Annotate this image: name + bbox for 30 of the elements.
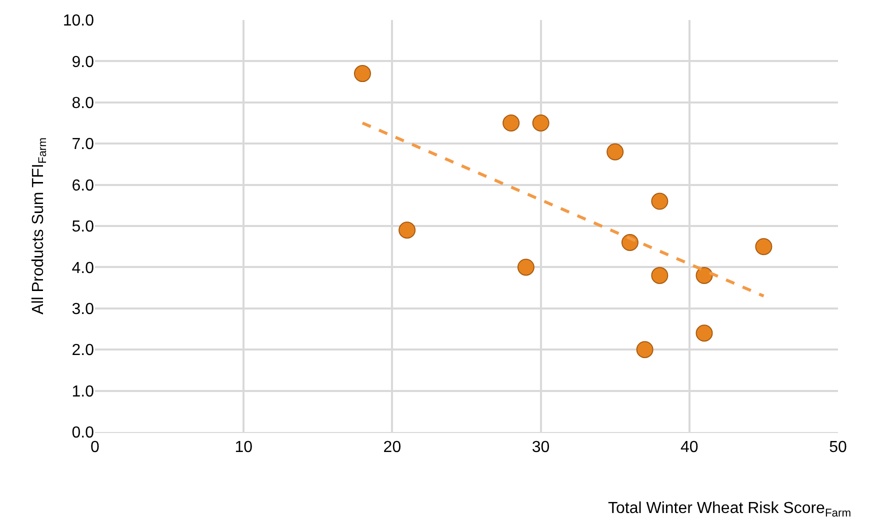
point [354,65,371,82]
point [398,222,416,239]
y-tick-label: 3.0 [72,301,94,318]
x-axis-title: Total Winter Wheat Risk Score$_{Farm}$ [608,500,852,520]
point [532,114,550,132]
y-tick-label: 2.0 [72,342,94,360]
y-tick-label: 4.0 [72,260,94,277]
point [636,341,654,358]
x-tick-label: 40 [680,439,698,456]
point [502,114,520,132]
x-tick-label: 0 [90,439,100,456]
point [517,258,534,276]
x-tick-label: 20 [383,439,402,456]
x-tick-label: 50 [829,439,847,456]
x-tick-label: 30 [532,439,550,456]
point [696,266,713,284]
point [606,143,624,160]
y-tick-label: 8.0 [72,95,94,112]
point [755,238,772,256]
y-tick-label: 9.0 [72,54,94,71]
y-tick-label: 5.0 [72,218,94,236]
x-tick-label: 10 [234,439,253,456]
point [651,192,668,210]
y-tick-label: 0.0 [72,424,94,442]
y-tick-label: 1.0 [72,383,94,400]
point [696,324,713,342]
point [651,266,668,284]
y-tick-label: 6.0 [72,177,94,194]
y-tick-label: 7.0 [72,136,94,154]
y-tick-label: 10.0 [62,12,94,30]
